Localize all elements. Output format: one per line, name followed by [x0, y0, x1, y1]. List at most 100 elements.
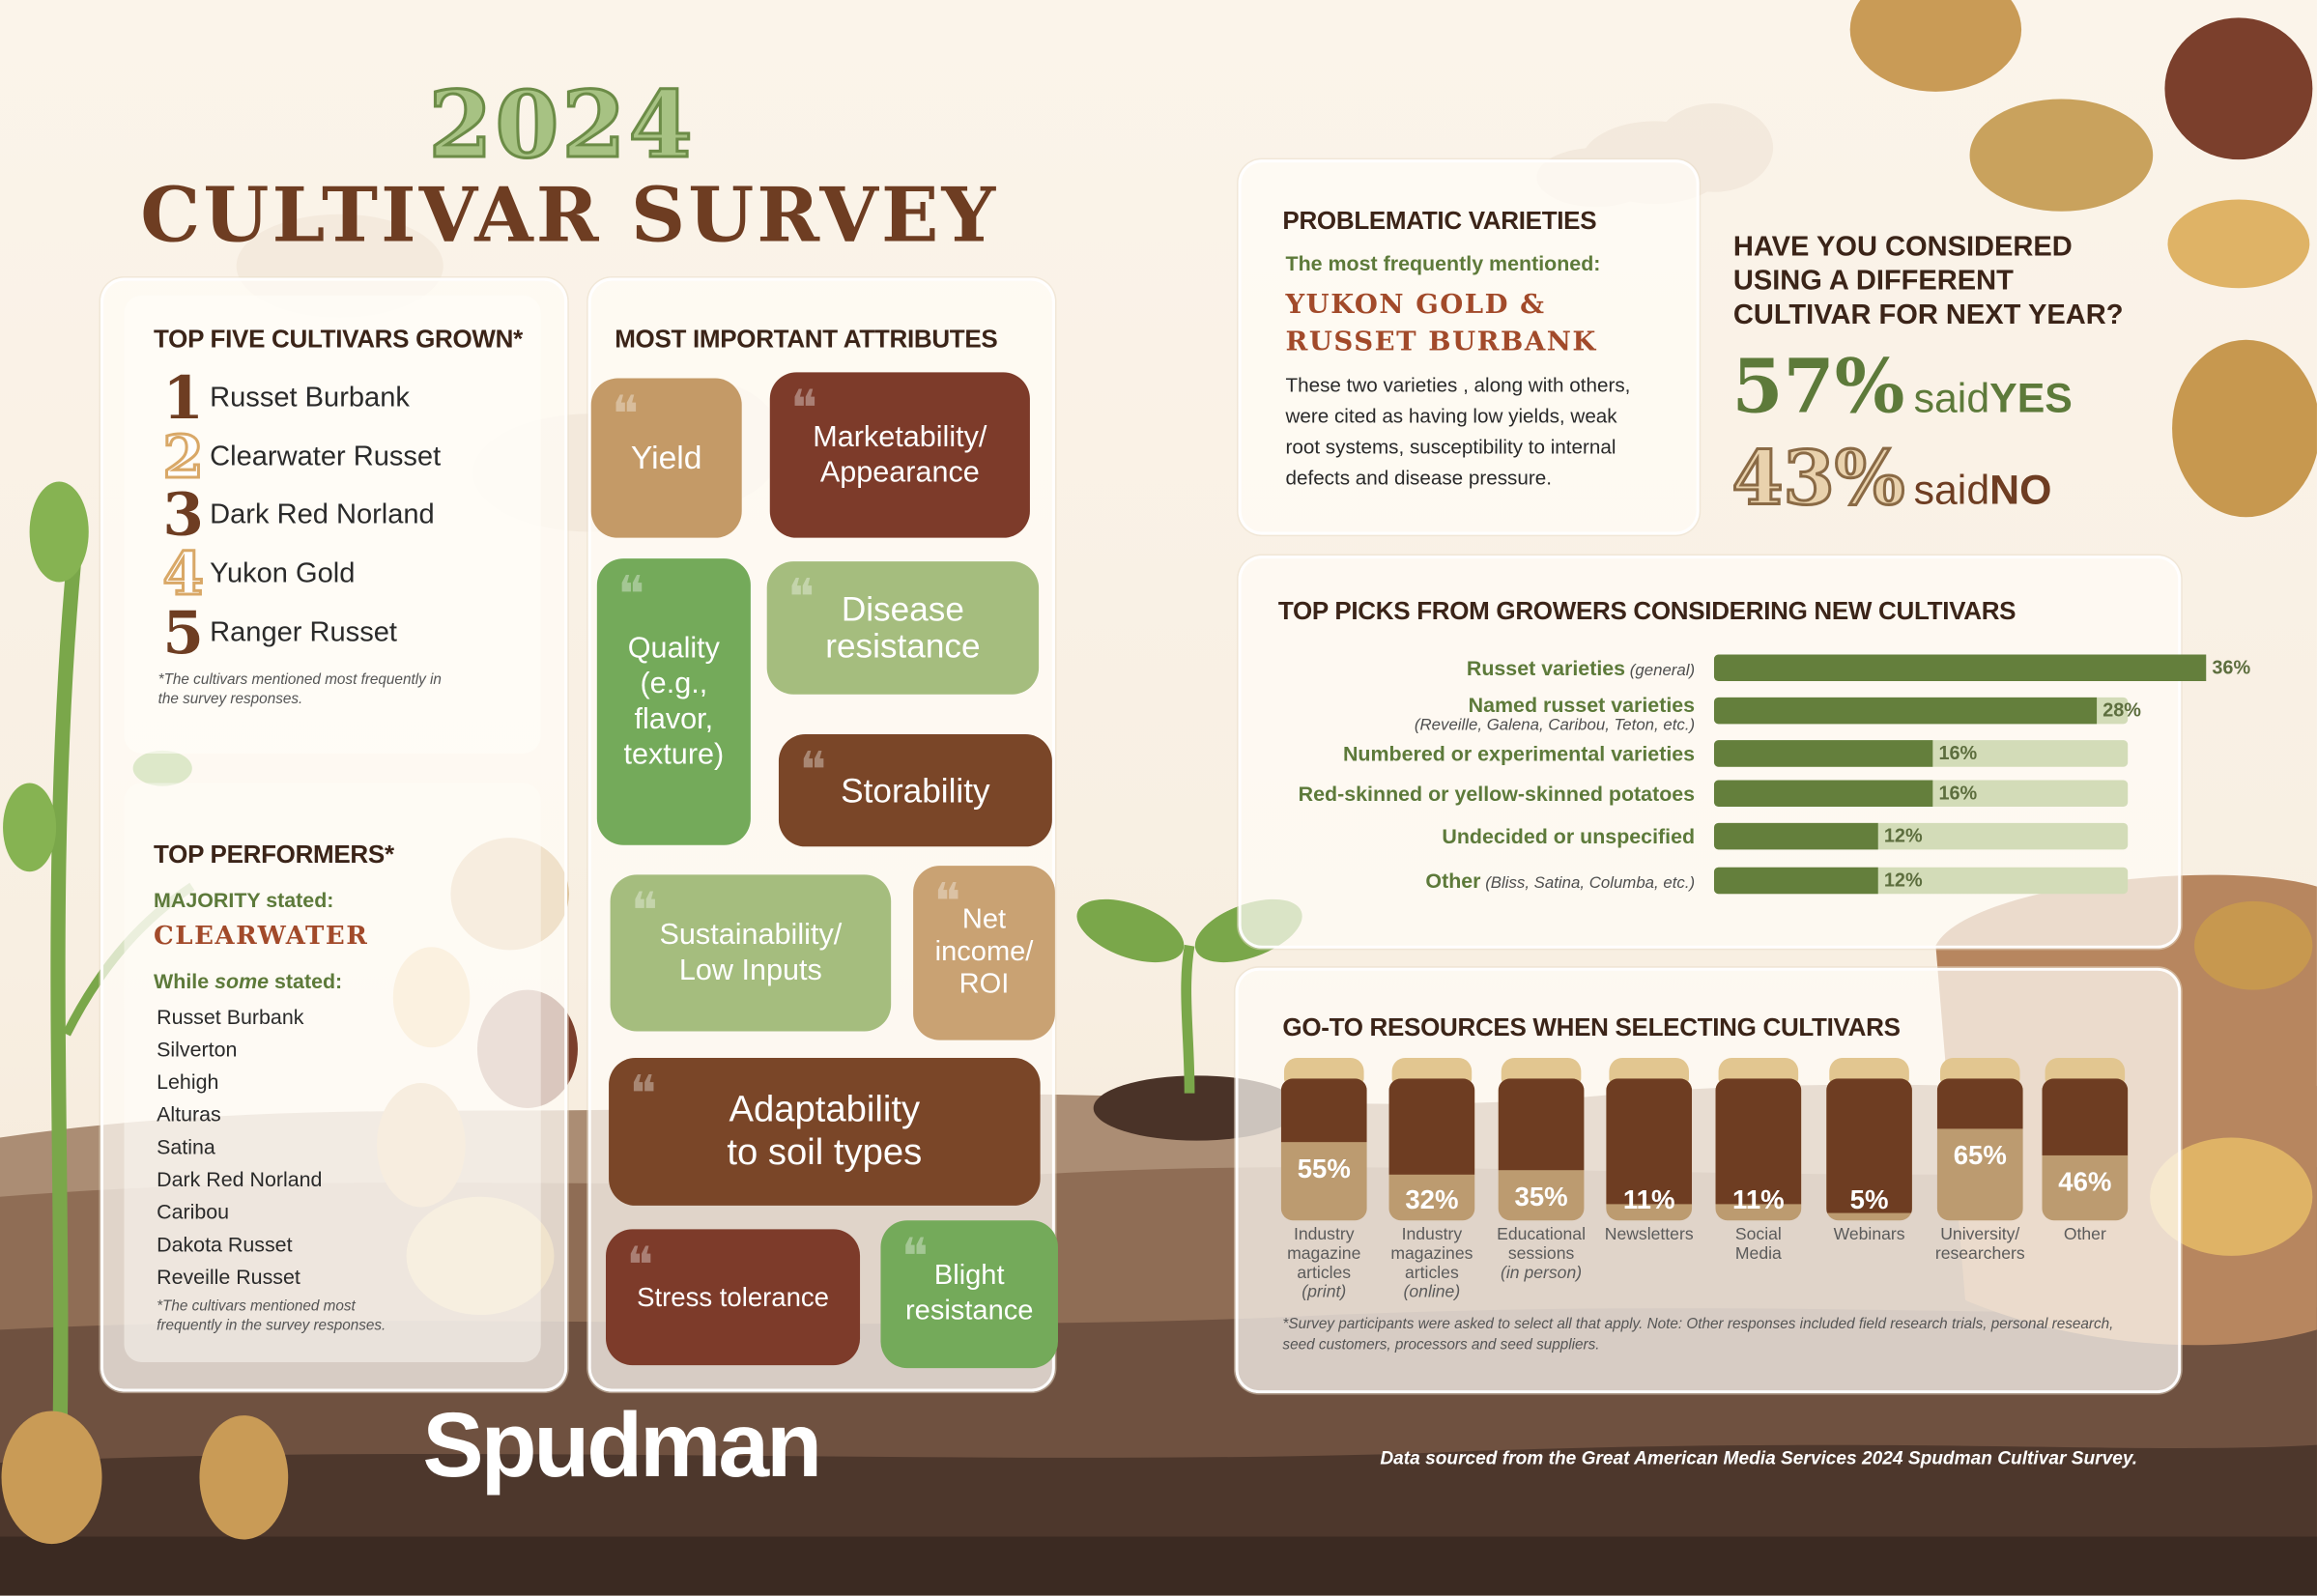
- jar-category-label: Educational sessions (in person): [1482, 1226, 1600, 1284]
- list-item: Alturas: [157, 1101, 221, 1126]
- label-line: sessions: [1507, 1245, 1575, 1264]
- bar-track: 12%: [1713, 867, 2129, 895]
- label-line: (e.g.,: [640, 668, 708, 700]
- footnote-line: frequently in the survey responses.: [157, 1318, 386, 1334]
- quote-icon: ❝: [799, 741, 827, 801]
- list-item: Dark Red Norland: [157, 1167, 323, 1191]
- attr-blight-resistance: ❝ Blight resistance: [880, 1220, 1058, 1369]
- jar-bar: 5%: [1826, 1078, 1912, 1221]
- bar-label: Named russet varieties (Reveille, Galena,…: [1415, 695, 1695, 736]
- rank-number: 1: [162, 363, 204, 434]
- attr-label: Yield: [630, 439, 702, 476]
- bar-label-sub: (Bliss, Satina, Columba, etc.): [1480, 874, 1696, 893]
- jar-empty: [1388, 1078, 1475, 1175]
- question-line: CULTIVAR FOR NEXT YEAR?: [1732, 299, 2124, 331]
- bar: [1713, 654, 2207, 682]
- cultivar-name: Yukon Gold: [210, 558, 356, 590]
- jar-category-label: Industry magazines articles (online): [1373, 1226, 1491, 1303]
- bar-value-label: 12%: [1883, 869, 1923, 892]
- jar-empty: [1280, 1078, 1367, 1143]
- yes-said: said: [1913, 375, 1990, 421]
- jar-empty: [2042, 1078, 2129, 1155]
- resources-footnote: *Survey participants were asked to selec…: [1282, 1315, 2113, 1356]
- bar-track: 16%: [1713, 740, 2129, 767]
- problematic-body: These two varieties , along with others,…: [1285, 369, 1630, 493]
- bar-label: Undecided or unspecified: [1442, 823, 1695, 850]
- problematic-panel: [1238, 159, 1700, 535]
- bar: [1713, 780, 1933, 807]
- label-line: magazine: [1287, 1245, 1361, 1264]
- top-picks-title: TOP PICKS FROM GROWERS CONSIDERING NEW C…: [1277, 596, 2017, 625]
- jar-category-label: Social Media: [1700, 1226, 1817, 1265]
- jar-bar: 65%: [1936, 1078, 2023, 1221]
- resource-jar: 35%: [1498, 1057, 1585, 1223]
- top-performers-title: TOP PERFORMERS*: [154, 841, 394, 869]
- attr-label: Stress tolerance: [637, 1282, 829, 1313]
- label-line: Appearance: [819, 456, 980, 490]
- problematic-subtitle: The most frequently mentioned:: [1285, 250, 1601, 275]
- bar-label-text: Undecided or unspecified: [1442, 824, 1696, 848]
- label-line: texture): [623, 738, 725, 772]
- label-line: Industry: [1293, 1226, 1355, 1244]
- rank-number: 3: [162, 480, 204, 550]
- jar-empty: [1498, 1078, 1585, 1171]
- bar-label: Numbered or experimental varieties: [1343, 740, 1695, 767]
- problematic-names: YUKON GOLD & RUSSET BURBANK: [1285, 287, 1596, 360]
- quote-icon: ❝: [629, 1065, 657, 1125]
- attr-label: Marketability/Appearance: [813, 419, 987, 490]
- label-part: stated:: [269, 969, 343, 993]
- resource-jar: 11%: [1606, 1057, 1693, 1223]
- list-item: Silverton: [157, 1037, 238, 1062]
- label-line: ROI: [958, 969, 1010, 1001]
- bar-label-text: Red-skinned or yellow-skinned potatoes: [1298, 781, 1696, 806]
- cultivar-rank-3: 3 Dark Red Norland: [159, 480, 434, 550]
- bar-label-text: Numbered or experimental varieties: [1342, 741, 1696, 766]
- quote-icon: ❝: [631, 881, 658, 942]
- attr-label: Net income/ROI: [935, 904, 1034, 1002]
- label-part: While: [154, 969, 215, 993]
- considered-question: HAVE YOU CONSIDERED USING A DIFFERENT CU…: [1733, 231, 2124, 333]
- label-line: (online): [1403, 1283, 1461, 1302]
- bar-value-label: 16%: [1938, 741, 1978, 764]
- attr-stress-tolerance: ❝ Stress tolerance: [606, 1229, 861, 1366]
- jar-value-label: 11%: [1732, 1184, 1785, 1215]
- jar-empty: [1936, 1078, 2023, 1129]
- jar-value-label: 46%: [2058, 1167, 2112, 1197]
- label-line: Educational: [1497, 1226, 1587, 1244]
- bar-value-label: 36%: [2212, 656, 2251, 678]
- jar-bar: 55%: [1280, 1078, 1367, 1221]
- label-line: articles: [1297, 1265, 1352, 1283]
- label-line: Low Inputs: [678, 954, 822, 987]
- rank-number: 5: [162, 598, 204, 669]
- quote-icon: ❝: [933, 872, 961, 932]
- attr-marketability: ❝ Marketability/Appearance: [769, 372, 1030, 538]
- bar-label-text: Named russet varieties: [1468, 693, 1696, 717]
- question-line: HAVE YOU CONSIDERED: [1732, 232, 2073, 264]
- label-line: magazines: [1390, 1245, 1473, 1264]
- data-source: Data sourced from the Great American Med…: [1380, 1447, 2138, 1469]
- bar: [1713, 740, 1933, 767]
- label-line: Industry: [1401, 1226, 1463, 1244]
- label-line: Media: [1734, 1245, 1782, 1264]
- attributes-title: MOST IMPORTANT ATTRIBUTES: [615, 325, 998, 354]
- jar-category-label: Other: [2026, 1226, 2144, 1245]
- jar-bar: 46%: [2042, 1078, 2129, 1221]
- label-line: Social: [1734, 1226, 1782, 1244]
- jar-category-label: Webinars: [1810, 1226, 1928, 1245]
- bar: [1713, 697, 2098, 725]
- bar-value-label: 12%: [1883, 824, 1923, 847]
- label-line: Blight: [933, 1260, 1005, 1292]
- resource-jar: 55%: [1280, 1057, 1367, 1223]
- rank-number: 2: [161, 422, 206, 493]
- bar-track: 12%: [1713, 822, 2129, 850]
- jar-bar: 32%: [1388, 1078, 1475, 1221]
- quote-icon: ❝: [790, 380, 818, 440]
- cultivar-rank-1: 1 Russet Burbank: [159, 369, 410, 428]
- quote-icon: ❝: [901, 1227, 929, 1288]
- label-line: flavor,: [634, 702, 714, 736]
- footnote-line: *The cultivars mentioned most: [157, 1298, 356, 1316]
- body-line: These two varieties , along with others,: [1285, 373, 1631, 396]
- list-item: Dakota Russet: [157, 1232, 293, 1256]
- name-line: RUSSET BURBANK: [1285, 326, 1597, 358]
